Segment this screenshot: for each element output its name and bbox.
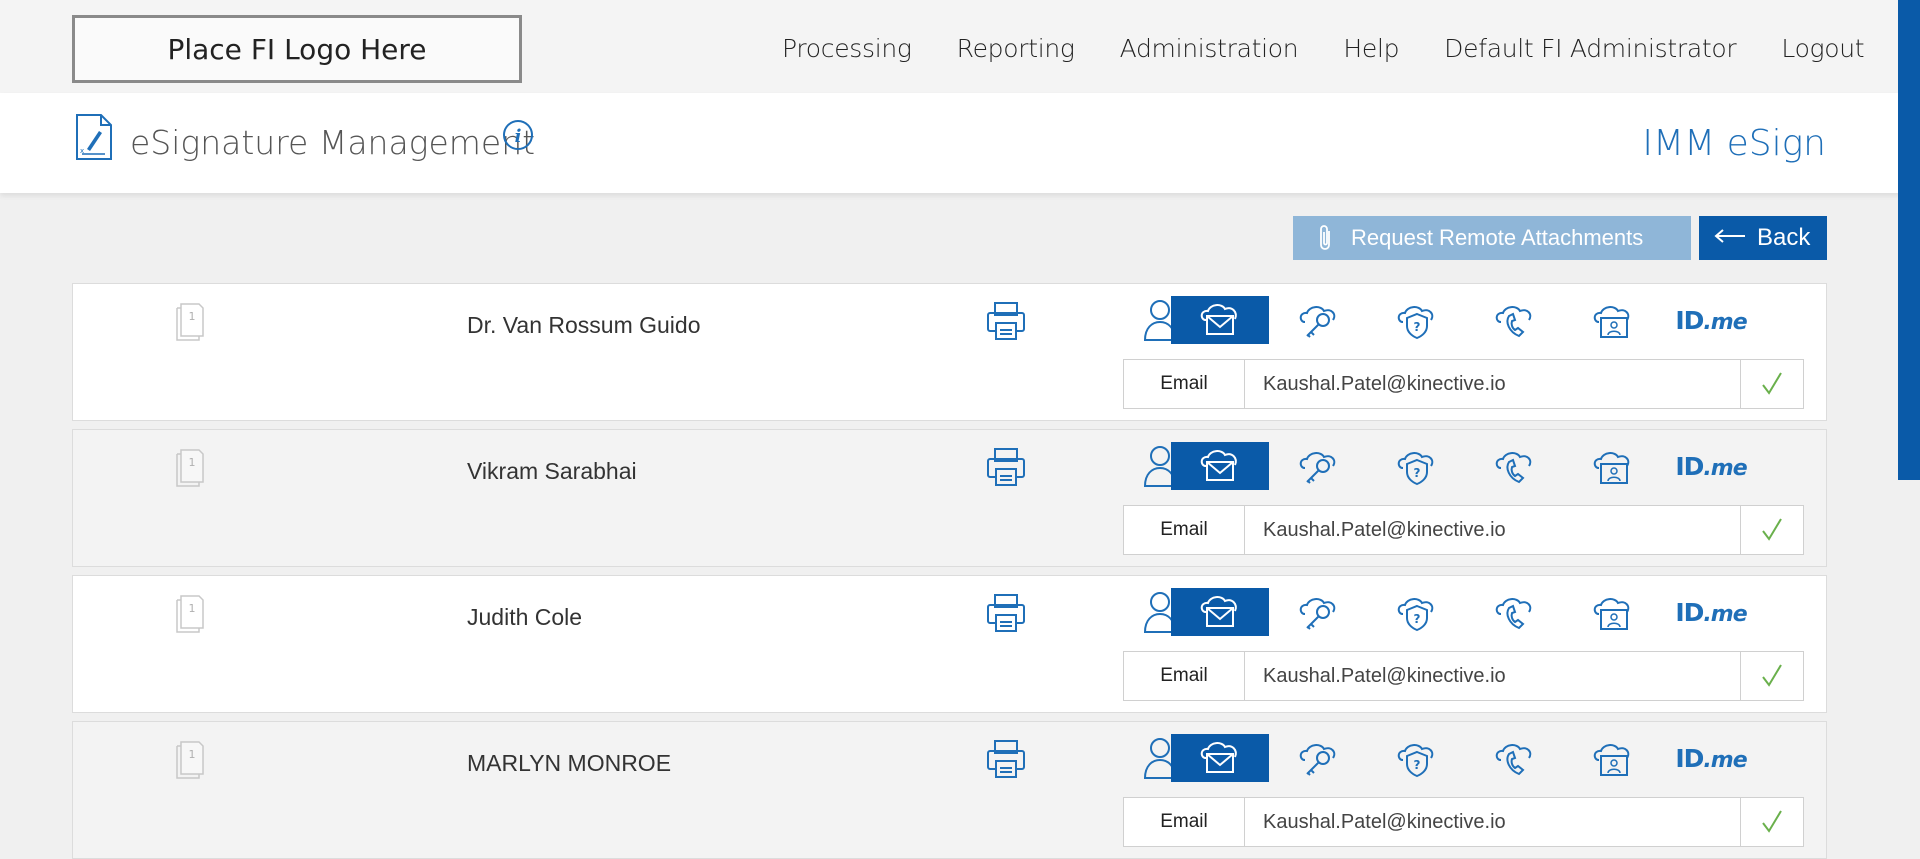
- svg-text:?: ?: [1414, 466, 1421, 480]
- svg-text:?: ?: [1414, 612, 1421, 626]
- nav-help[interactable]: Help: [1343, 34, 1400, 63]
- security-question-icon[interactable]: ?: [1368, 588, 1466, 636]
- check-icon: [1741, 506, 1803, 554]
- email-value[interactable]: Kaushal.Patel@kinective.io: [1245, 360, 1741, 408]
- idme-icon[interactable]: ID.me: [1675, 743, 1747, 773]
- auth-method-selector: ? ID.me: [1111, 734, 1811, 782]
- pages-icon: 1: [176, 303, 204, 341]
- request-remote-attachments-button[interactable]: Request Remote Attachments: [1293, 216, 1691, 260]
- printer-icon[interactable]: [985, 446, 1027, 488]
- auth-method-selector: ? ID.me: [1111, 296, 1811, 344]
- request-remote-attachments-label: Request Remote Attachments: [1351, 225, 1644, 250]
- email-cloud-icon[interactable]: [1171, 296, 1269, 344]
- signer-row: 1 Vikram Sarabhai ? ID.me Email Kau: [72, 429, 1827, 567]
- svg-text:i: i: [515, 126, 522, 147]
- printer-icon[interactable]: [985, 592, 1027, 634]
- idme-icon[interactable]: ID.me: [1675, 451, 1747, 481]
- pages-icon: 1: [176, 449, 204, 487]
- signer-name: Dr. Van Rossum Guido: [467, 312, 701, 338]
- auth-method-selector: ? ID.me: [1111, 588, 1811, 636]
- page-count: 1: [189, 748, 196, 761]
- delivery-email-row: Email Kaushal.Patel@kinective.io: [1123, 505, 1804, 555]
- delivery-email-row: Email Kaushal.Patel@kinective.io: [1123, 651, 1804, 701]
- page-count: 1: [189, 602, 196, 615]
- check-icon: [1741, 360, 1803, 408]
- svg-text:?: ?: [1414, 320, 1421, 334]
- svg-text:x: x: [80, 147, 84, 155]
- signer-row: 1 Judith Cole ? ID.me Email Kaushal: [72, 575, 1827, 713]
- scrollbar-thumb[interactable]: [1898, 0, 1920, 480]
- email-value[interactable]: Kaushal.Patel@kinective.io: [1245, 506, 1741, 554]
- email-cloud-icon[interactable]: [1171, 588, 1269, 636]
- security-question-icon[interactable]: ?: [1368, 734, 1466, 782]
- idme-icon[interactable]: ID.me: [1675, 305, 1747, 335]
- key-icon[interactable]: [1270, 442, 1368, 490]
- delivery-email-row: Email Kaushal.Patel@kinective.io: [1123, 359, 1804, 409]
- security-question-icon[interactable]: ?: [1368, 296, 1466, 344]
- top-bar: Place FI Logo Here Processing Reporting …: [0, 0, 1920, 93]
- delivery-email-row: Email Kaushal.Patel@kinective.io: [1123, 797, 1804, 847]
- email-cloud-icon[interactable]: [1171, 734, 1269, 782]
- check-icon: [1741, 798, 1803, 846]
- delivery-method-label: Email: [1124, 360, 1245, 408]
- id-card-icon[interactable]: [1564, 442, 1662, 490]
- nav-reporting[interactable]: Reporting: [956, 34, 1075, 63]
- delivery-method-label: Email: [1124, 652, 1245, 700]
- title-bar: x eSignature Management i IMM eSign: [0, 93, 1900, 193]
- pages-icon: 1: [176, 595, 204, 633]
- email-value[interactable]: Kaushal.Patel@kinective.io: [1245, 652, 1741, 700]
- signer-name: Vikram Sarabhai: [467, 458, 637, 484]
- fi-logo-placeholder: Place FI Logo Here: [72, 15, 522, 83]
- logo-text: Place FI Logo Here: [167, 32, 427, 66]
- svg-text:?: ?: [1414, 758, 1421, 772]
- phone-icon[interactable]: [1466, 442, 1564, 490]
- pages-icon: 1: [176, 741, 204, 779]
- document-sign-icon: x: [76, 114, 112, 160]
- signer-name: MARLYN MONROE: [467, 750, 672, 776]
- key-icon[interactable]: [1270, 588, 1368, 636]
- nav-processing[interactable]: Processing: [782, 34, 912, 63]
- printer-icon[interactable]: [985, 300, 1027, 342]
- signer-row: 1 Dr. Van Rossum Guido ? ID.me Email: [72, 283, 1827, 421]
- phone-icon[interactable]: [1466, 588, 1564, 636]
- nav-user-menu[interactable]: Default FI Administrator: [1444, 34, 1737, 63]
- delivery-method-label: Email: [1124, 798, 1245, 846]
- id-card-icon[interactable]: [1564, 296, 1662, 344]
- info-icon[interactable]: i: [502, 119, 534, 151]
- signer-row: 1 MARLYN MONROE ? ID.me Email Kaush: [72, 721, 1827, 859]
- id-card-icon[interactable]: [1564, 588, 1662, 636]
- email-cloud-icon[interactable]: [1171, 442, 1269, 490]
- phone-icon[interactable]: [1466, 734, 1564, 782]
- signer-name: Judith Cole: [467, 604, 583, 630]
- phone-icon[interactable]: [1466, 296, 1564, 344]
- printer-icon[interactable]: [985, 738, 1027, 780]
- nav-administration[interactable]: Administration: [1119, 34, 1299, 63]
- page-count: 1: [189, 310, 196, 323]
- delivery-method-label: Email: [1124, 506, 1245, 554]
- key-icon[interactable]: [1270, 296, 1368, 344]
- brand-name: IMM eSign: [1642, 123, 1826, 164]
- id-card-icon[interactable]: [1564, 734, 1662, 782]
- main-nav: Processing Reporting Administration Help…: [782, 34, 1909, 63]
- email-value[interactable]: Kaushal.Patel@kinective.io: [1245, 798, 1741, 846]
- page-title: eSignature Management: [130, 123, 536, 162]
- arrow-left-icon: [1714, 229, 1745, 243]
- back-label: Back: [1757, 224, 1811, 251]
- idme-icon[interactable]: ID.me: [1675, 597, 1747, 627]
- nav-logout[interactable]: Logout: [1781, 34, 1865, 63]
- page-count: 1: [189, 456, 196, 469]
- paperclip-icon: [1320, 225, 1330, 250]
- security-question-icon[interactable]: ?: [1368, 442, 1466, 490]
- key-icon[interactable]: [1270, 734, 1368, 782]
- auth-method-selector: ? ID.me: [1111, 442, 1811, 490]
- check-icon: [1741, 652, 1803, 700]
- back-button[interactable]: Back: [1699, 216, 1827, 260]
